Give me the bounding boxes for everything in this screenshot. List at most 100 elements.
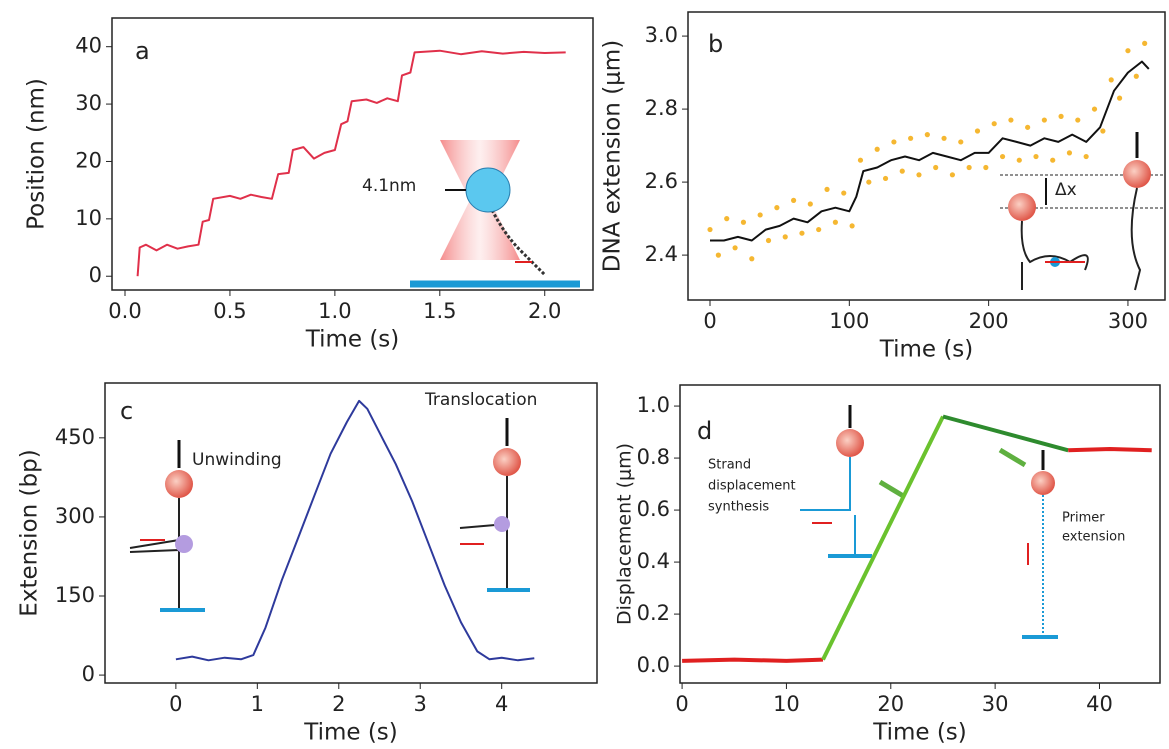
- x-tick-label: 40: [1086, 692, 1113, 716]
- y-tick-label: 0: [82, 662, 95, 686]
- point: [949, 172, 956, 178]
- point: [1025, 124, 1031, 130]
- data-line: [136, 49, 566, 277]
- annotation: Strand: [708, 458, 751, 473]
- x-tick-label: 0.5: [213, 299, 246, 323]
- point: [790, 197, 797, 203]
- point: [866, 179, 872, 185]
- point: [1108, 77, 1114, 83]
- y-tick-label: 3.0: [645, 23, 678, 47]
- y-tick-label: 450: [55, 425, 95, 449]
- point: [958, 139, 964, 145]
- y-tick-label: 150: [55, 583, 95, 607]
- y-tick-label: 2.4: [645, 242, 678, 266]
- point: [941, 135, 947, 141]
- point: [757, 212, 763, 218]
- point: [1133, 73, 1139, 79]
- point: [874, 146, 880, 152]
- point: [899, 168, 905, 174]
- point: [1116, 95, 1123, 101]
- x-tick-label: 1.0: [318, 299, 351, 323]
- x-tick-label: 2: [332, 692, 345, 716]
- point: [807, 201, 813, 207]
- point: [715, 252, 721, 258]
- point: [1091, 106, 1098, 112]
- y-tick-label: 40: [75, 34, 102, 58]
- panel-label: d: [697, 417, 712, 445]
- x-tick-label: 20: [877, 692, 904, 716]
- y-tick-label: 0.2: [637, 601, 670, 625]
- point: [857, 157, 864, 163]
- x-tick-label: 1.5: [423, 299, 456, 323]
- point: [999, 153, 1006, 160]
- point: [782, 234, 788, 240]
- y-axis-title: DNA extension (μm): [600, 40, 626, 272]
- point: [832, 219, 838, 225]
- y-tick-label: 1.0: [637, 393, 670, 417]
- plot-frame: [104, 382, 598, 684]
- y-tick-label: 2.6: [645, 169, 678, 193]
- point: [974, 128, 981, 134]
- point: [908, 135, 914, 141]
- data-line: [942, 414, 1069, 453]
- point: [824, 186, 830, 192]
- x-tick-label: 0: [675, 692, 688, 716]
- x-tick-label: 30: [982, 692, 1009, 716]
- point: [1041, 117, 1047, 123]
- point: [774, 205, 780, 211]
- y-tick-label: 0.0: [637, 653, 670, 677]
- point: [924, 132, 930, 138]
- point: [849, 223, 855, 229]
- point: [740, 219, 747, 225]
- x-axis-title: Time (s): [305, 327, 400, 353]
- point: [983, 164, 989, 171]
- annotation: Primer: [1062, 511, 1105, 526]
- point: [724, 216, 730, 222]
- point: [1008, 117, 1014, 123]
- x-tick-label: 0: [169, 692, 182, 716]
- y-tick-label: 2.8: [645, 96, 678, 120]
- y-axis-title: Position (nm): [24, 78, 50, 230]
- plot-frame: [679, 384, 1161, 684]
- x-tick-label: 0: [703, 309, 716, 333]
- x-tick-label: 1: [251, 692, 264, 716]
- x-axis-title: Time (s): [879, 337, 974, 363]
- annotation: Translocation: [424, 390, 537, 410]
- x-tick-label: 100: [829, 309, 869, 333]
- x-tick-label: 10: [773, 692, 800, 716]
- y-tick-label: 0: [89, 263, 102, 287]
- y-tick-label: 30: [75, 91, 102, 115]
- point: [765, 237, 772, 244]
- y-tick-label: 300: [55, 504, 95, 528]
- point: [1050, 157, 1056, 163]
- y-tick-label: 0.4: [637, 549, 670, 573]
- point: [891, 139, 897, 145]
- x-tick-label: 4: [495, 692, 508, 716]
- point: [841, 190, 847, 196]
- x-axis-title: Time (s): [303, 720, 398, 746]
- x-tick-label: 3: [414, 692, 427, 716]
- annotation: synthesis: [708, 500, 769, 515]
- point: [799, 230, 805, 236]
- y-tick-label: 20: [75, 148, 102, 172]
- x-tick-label: 300: [1108, 309, 1148, 333]
- point: [991, 121, 997, 127]
- x-tick-label: 0.0: [108, 299, 141, 323]
- point: [1142, 40, 1148, 46]
- y-axis-title: Extension (bp): [17, 449, 43, 616]
- panel-label: b: [708, 30, 723, 58]
- y-axis-title: Displacement (μm): [614, 443, 636, 625]
- point: [707, 226, 713, 233]
- annotation: displacement: [708, 479, 796, 494]
- y-tick-label: 10: [75, 206, 102, 230]
- annotation: Unwinding: [192, 450, 282, 470]
- annotation: Δx: [1055, 180, 1077, 200]
- x-axis-title: Time (s): [872, 720, 967, 746]
- x-tick-label: 200: [969, 309, 1009, 333]
- point: [816, 226, 822, 233]
- point: [966, 164, 972, 171]
- point: [732, 245, 738, 251]
- point: [1066, 150, 1073, 156]
- point: [1125, 48, 1131, 54]
